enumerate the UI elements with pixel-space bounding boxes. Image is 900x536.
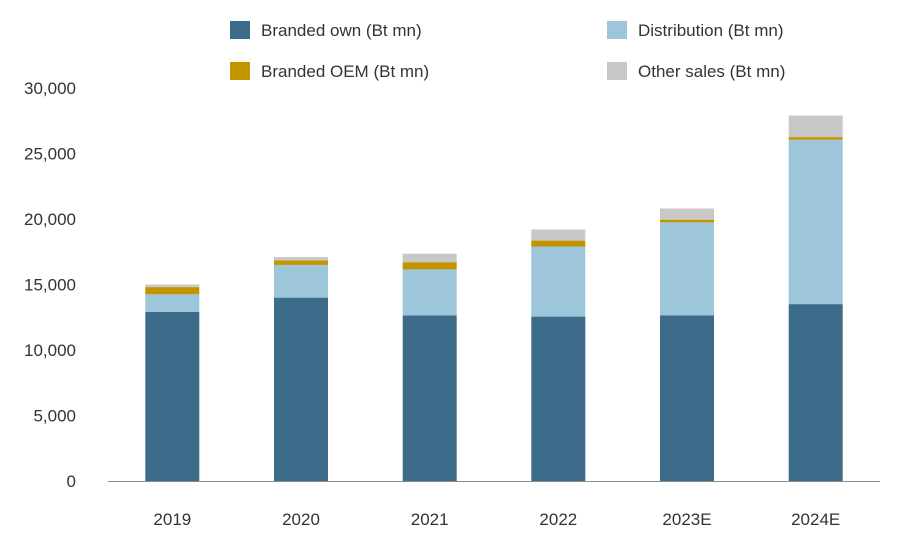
bar-segment-distribution-2021	[402, 269, 457, 316]
legend-swatch	[230, 21, 250, 39]
y-tick-label: 30,000	[24, 79, 76, 98]
y-tick-label: 0	[67, 472, 76, 491]
legend-item-branded-oem: Branded OEM (Bt mn)	[230, 62, 429, 81]
bar-segment-branded-oem-2019	[145, 287, 200, 295]
bar-segment-branded-own-2024e	[788, 304, 843, 481]
bars	[145, 115, 843, 481]
bar-segment-branded-own-2020	[274, 297, 328, 481]
bar-segment-branded-own-2022	[531, 316, 586, 481]
bar-segment-distribution-2022	[531, 246, 586, 317]
x-axis: 2019 2020 2021 2022 2023E 2024E	[153, 510, 840, 529]
bar-segment-branded-oem-2021	[402, 262, 457, 270]
x-tick-label: 2021	[411, 510, 449, 529]
bar-segment-branded-oem-2022	[531, 240, 586, 247]
legend-label: Other sales (Bt mn)	[638, 62, 785, 81]
bar-segment-distribution-2020	[274, 264, 328, 298]
bar-segment-other-sales-2019	[145, 284, 200, 288]
x-tick-label: 2019	[153, 510, 191, 529]
x-tick-label: 2024E	[791, 510, 840, 529]
bar-segment-branded-own-2021	[402, 315, 457, 481]
x-tick-label: 2020	[282, 510, 320, 529]
x-tick-label: 2022	[539, 510, 577, 529]
legend-item-branded-own: Branded own (Bt mn)	[230, 21, 422, 40]
bar-segment-other-sales-2021	[402, 253, 457, 263]
legend-item-distribution: Distribution (Bt mn)	[607, 21, 783, 40]
legend-swatch	[607, 21, 627, 39]
bar-segment-other-sales-2023e	[660, 208, 714, 220]
bar-segment-branded-own-2019	[145, 312, 200, 481]
bar-segment-branded-oem-2023e	[660, 219, 714, 223]
legend: Branded own (Bt mn) Distribution (Bt mn) B…	[230, 21, 785, 81]
bar-segment-branded-oem-2020	[274, 260, 328, 265]
x-tick-label: 2023E	[662, 510, 711, 529]
bar-segment-branded-own-2023e	[660, 315, 714, 481]
legend-label: Branded OEM (Bt mn)	[261, 62, 429, 81]
legend-label: Distribution (Bt mn)	[638, 21, 783, 40]
y-tick-label: 20,000	[24, 210, 76, 229]
bar-segment-distribution-2019	[145, 294, 200, 312]
bar-segment-other-sales-2024e	[788, 115, 843, 138]
y-axis: 0 5,000 10,000 15,000 20,000 25,000 30,000	[24, 79, 880, 491]
y-tick-label: 25,000	[24, 145, 76, 164]
bar-segment-other-sales-2020	[274, 257, 328, 261]
y-tick-label: 10,000	[24, 341, 76, 360]
bar-segment-other-sales-2022	[531, 229, 586, 241]
legend-swatch	[230, 62, 250, 80]
y-tick-label: 5,000	[33, 407, 76, 426]
legend-item-other-sales: Other sales (Bt mn)	[607, 62, 785, 81]
bar-segment-distribution-2024e	[788, 139, 843, 305]
bar-segment-distribution-2023e	[660, 222, 714, 316]
bar-segment-branded-oem-2024e	[788, 137, 843, 140]
legend-swatch	[607, 62, 627, 80]
legend-label: Branded own (Bt mn)	[261, 21, 422, 40]
y-tick-label: 15,000	[24, 276, 76, 295]
